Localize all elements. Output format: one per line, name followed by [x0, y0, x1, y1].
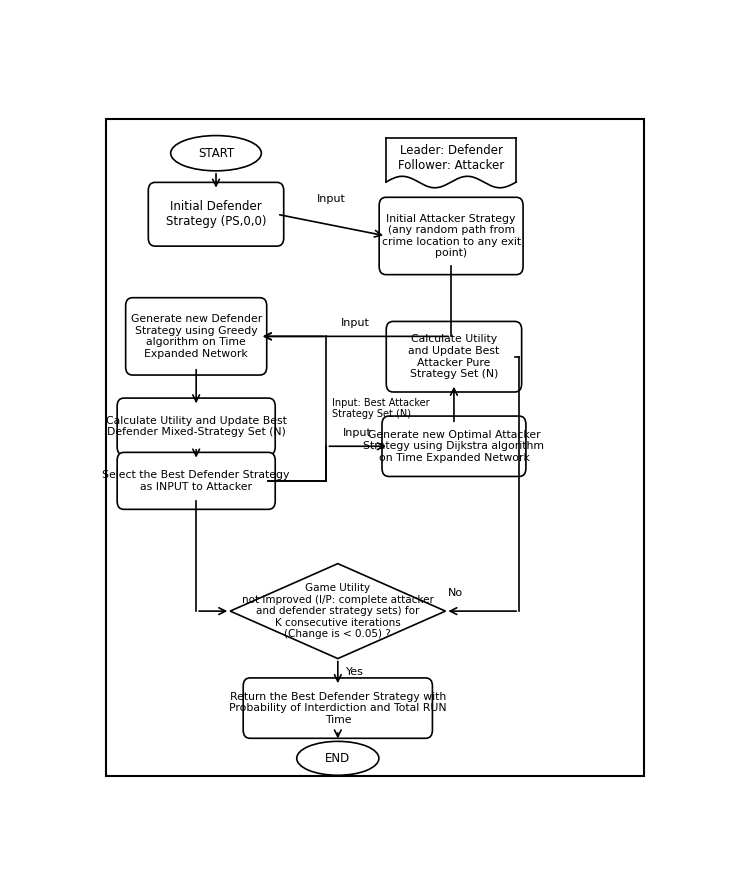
- Text: Yes: Yes: [346, 667, 364, 677]
- Text: Generate new Defender
Strategy using Greedy
algorithm on Time
Expanded Network: Generate new Defender Strategy using Gre…: [131, 314, 262, 359]
- Text: Calculate Utility
and Update Best
Attacker Pure
Strategy Set (N): Calculate Utility and Update Best Attack…: [409, 334, 499, 379]
- Text: Input: Best Attacker
Strategy Set (N): Input: Best Attacker Strategy Set (N): [332, 398, 430, 419]
- Text: END: END: [325, 751, 350, 765]
- Text: Generate new Optimal Attacker
Strategy using Dijkstra algorithm
on Time Expanded: Generate new Optimal Attacker Strategy u…: [363, 430, 545, 463]
- Text: Leader: Defender
Follower: Attacker: Leader: Defender Follower: Attacker: [398, 144, 504, 172]
- Text: Select the Best Defender Strategy
as INPUT to Attacker: Select the Best Defender Strategy as INP…: [102, 470, 290, 492]
- Text: Return the Best Defender Strategy with
Probability of Interdiction and Total RUN: Return the Best Defender Strategy with P…: [229, 692, 447, 725]
- FancyBboxPatch shape: [379, 197, 523, 275]
- Text: Game Utility
not improved (I/P: complete attacker
and defender strategy sets) fo: Game Utility not improved (I/P: complete…: [242, 583, 433, 640]
- FancyBboxPatch shape: [117, 452, 275, 509]
- Polygon shape: [230, 564, 445, 659]
- Text: Calculate Utility and Update Best
Defender Mixed-Strategy Set (N): Calculate Utility and Update Best Defend…: [106, 416, 287, 437]
- Text: Input: Input: [341, 318, 370, 329]
- Ellipse shape: [297, 741, 379, 775]
- FancyBboxPatch shape: [382, 416, 526, 477]
- Text: No: No: [448, 588, 463, 597]
- Text: START: START: [198, 147, 234, 159]
- FancyBboxPatch shape: [148, 182, 284, 246]
- FancyBboxPatch shape: [117, 398, 275, 455]
- Ellipse shape: [170, 136, 262, 171]
- FancyBboxPatch shape: [126, 298, 267, 375]
- FancyBboxPatch shape: [243, 677, 433, 738]
- Text: Input: Input: [317, 194, 346, 204]
- Text: Initial Attacker Strategy
(any random path from
crime location to any exit
point: Initial Attacker Strategy (any random pa…: [382, 213, 520, 258]
- FancyBboxPatch shape: [386, 322, 522, 392]
- Text: Input: Input: [343, 428, 372, 438]
- FancyBboxPatch shape: [105, 119, 644, 776]
- Text: Initial Defender
Strategy (PS,0,0): Initial Defender Strategy (PS,0,0): [166, 200, 266, 228]
